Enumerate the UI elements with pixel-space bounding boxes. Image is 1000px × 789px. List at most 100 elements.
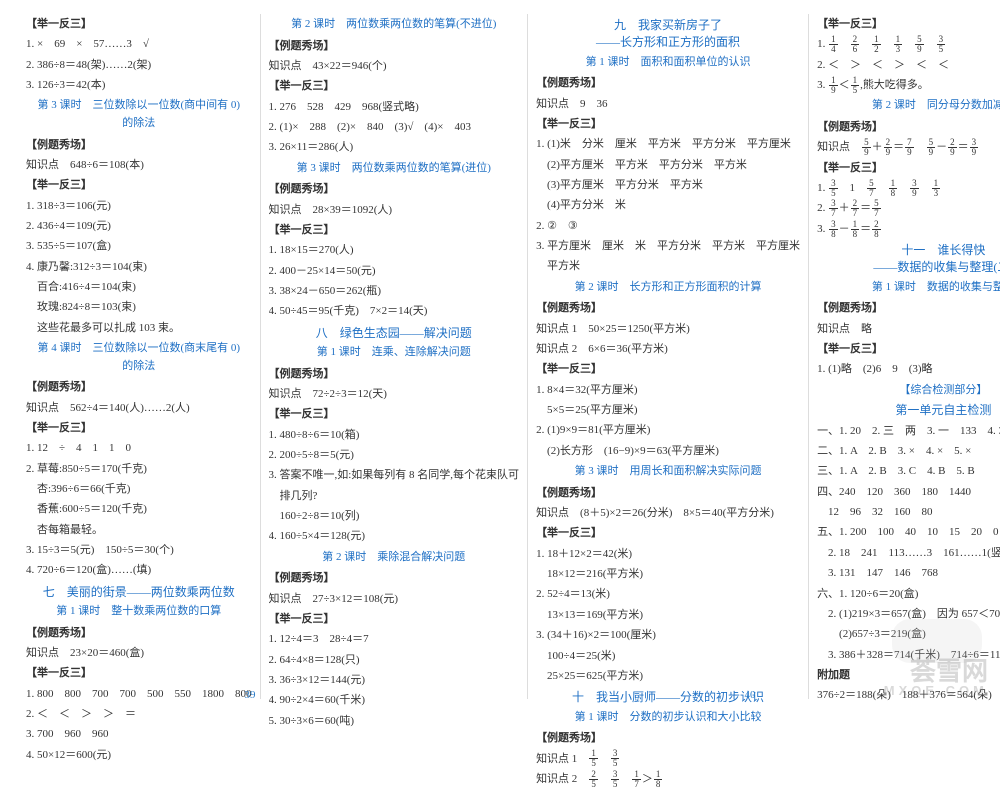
section-tag: 【例题秀场】 [269,179,520,199]
content-line: 1. 18＋12×2＝42(米) [536,544,800,564]
content-line: 4. 康乃馨:312÷3＝104(束) [26,257,252,277]
content-line: 排几列? [269,486,520,506]
unit-heading: 七 美丽的街景——两位数乘两位数 [26,584,252,601]
content-line: 2. ＜ ＞ ＜ ＞ ＜ ＜ [817,55,1000,75]
watermark: 荟雪网 MXQE.COM [884,658,988,697]
content-line: 2. ② ③ [536,216,800,236]
content-line: 知识点 略 [817,319,1000,339]
content-line: (4)平方分米 米 [536,195,800,215]
page-container: 【举一反三】1. × 69 × 57……3 √2. 386÷8＝48(架)……2… [0,0,1000,707]
content-line: 2. 436÷4＝109(元) [26,216,252,236]
content-line: 2. (1)× 288 (2)× 840 (3)√ (4)× 403 [269,117,520,137]
content-line: 2. 草莓:850÷5＝170(千克) [26,459,252,479]
content-line: 3. 535÷5＝107(盒) [26,236,252,256]
section-tag: 【例题秀场】 [269,364,520,384]
column-2: 第 2 课时 两位数乘两位数的笔算(不进位) 【例题秀场】知识点 43×22＝94… [261,14,529,699]
watermark-sub: MXQE.COM [884,684,988,697]
content-line: 2. 400－25×14＝50(元) [269,261,520,281]
content-line: 1. 12 ÷ 4 1 1 0 [26,438,252,458]
content-line: 知识点 72÷2÷3＝12(天) [269,384,520,404]
content-line: 知识点 27÷3×12＝108(元) [269,589,520,609]
section-tag: 【例题秀场】 [536,728,800,748]
section-tag: 【例题秀场】 [817,117,1000,137]
content-line: 六、1. 120÷6＝20(盒) [817,584,1000,604]
content-line: 3. 36÷3×12＝144(元) [269,670,520,690]
unit-heading: 八 绿色生态园——解决问题 [269,325,520,342]
lesson-heading: 第 2 课时 乘除混合解决问题 [269,549,520,567]
section-tag: 【举一反三】 [817,339,1000,359]
section-tag: 【例题秀场】 [26,623,252,643]
content-line: 1. 35 1 57 18 39 13 [817,178,1000,198]
section-tag: 【举一反三】 [536,359,800,379]
content-line: 知识点 1 15 35 [536,749,800,769]
section-tag: 【举一反三】 [269,220,520,240]
lesson-heading: 第 3 课时 用周长和面积解决实际问题 [536,463,800,481]
unit-heading: 十一 谁长得快——数据的收集与整理(二) [817,242,1000,277]
section-tag: 【举一反三】 [26,14,252,34]
section-tag: 【举一反三】 [26,175,252,195]
content-line: 2. 18 241 113……3 161……1(竖式及验算略) [817,543,1000,563]
section-tag: 【例题秀场】 [26,135,252,155]
section-tag: 【例题秀场】 [536,298,800,318]
content-line: 平方米 [536,256,800,276]
content-line: (2)平方厘米 平方米 平方分米 平方米 [536,155,800,175]
content-line: 2. 64÷4×8＝128(只) [269,650,520,670]
content-line: 3. 38－18＝28 [817,219,1000,239]
page-footer: 39 40 [0,689,1000,701]
content-line: 3. 19＜15,熊大吃得多。 [817,75,1000,95]
content-line: 2. 386÷8＝48(架)……2(架) [26,55,252,75]
content-line: 五、1. 200 100 40 10 15 20 0 10 [817,522,1000,542]
lesson-heading: 第 1 课时 连乘、连除解决问题 [269,344,520,362]
content-line: 3. 答案不唯一,如:如果每列有 8 名同学,每个花束队可 [269,465,520,485]
content-line: 3. 700 960 960 [26,724,252,744]
content-line: 4. 720÷6＝120(盒)……(填) [26,560,252,580]
section-tag: 【例题秀场】 [269,36,520,56]
content-line: 1. 480÷8÷6＝10(箱) [269,425,520,445]
content-line: 4. 50÷45＝95(千克) 7×2＝14(天) [269,301,520,321]
lesson-heading: 第 1 课时 数据的收集与整理 [817,279,1000,297]
content-line: 杏:396÷6＝66(千克) [26,479,252,499]
content-line: 3. 131 147 146 768 [817,563,1000,583]
content-line: 百合:416÷4＝104(束) [26,277,252,297]
content-line: 13×13＝169(平方米) [536,605,800,625]
section-tag: 【举一反三】 [817,14,1000,34]
content-line: 4. 50×12＝600(元) [26,745,252,765]
section-tag: 【举一反三】 [26,663,252,683]
content-line: 1. 8×4＝32(平方厘米) [536,380,800,400]
content-line: 知识点 9 36 [536,94,800,114]
unit-heading: 第一单元自主检测 [817,402,1000,419]
content-line: 3. 26×11＝286(人) [269,137,520,157]
content-line: 3. (34＋16)×2＝100(厘米) [536,625,800,645]
content-line: 1. 18×15＝270(人) [269,240,520,260]
column-4: 【举一反三】1. 14 26 12 13 59 352. ＜ ＞ ＜ ＞ ＜ ＜… [809,14,1000,699]
lesson-heading: 第 4 课时 三位数除以一位数(商末尾有 0)的除法 [26,340,252,375]
lesson-heading: 第 2 课时 长方形和正方形面积的计算 [536,279,800,297]
content-line: (3)平方厘米 平方分米 平方米 [536,175,800,195]
section-tag: 【例题秀场】 [26,377,252,397]
content-line: 香蕉:600÷5＝120(千克) [26,499,252,519]
content-line: 一、1. 20 2. 三 两 3. 一 133 4. 3 135 6. 113 [817,421,1000,441]
lesson-heading: 第 3 课时 两位数乘两位数的笔算(进位) [269,160,520,178]
section-tag: 【举一反三】 [26,418,252,438]
watermark-main: 荟雪网 [910,656,988,686]
lesson-heading: 第 2 课时 两位数乘两位数的笔算(不进位) [269,16,520,34]
section-tag: 【例题秀场】 [817,298,1000,318]
content-line: 1. 12÷4＝3 28÷4＝7 [269,629,520,649]
content-line: 知识点 43×22＝946(个) [269,56,520,76]
content-line: 玫瑰:824÷8＝103(束) [26,297,252,317]
content-line: 3. 38×24－650＝262(瓶) [269,281,520,301]
section-tag: 【例题秀场】 [536,73,800,93]
content-line: 4. 160÷5×4＝128(元) [269,526,520,546]
lesson-heading: 第 1 课时 分数的初步认识和大小比较 [536,709,800,727]
content-line: 3. 126÷3＝42(本) [26,75,252,95]
section-tag: 【举一反三】 [269,609,520,629]
content-line: 3. 平方厘米 厘米 米 平方分米 平方米 平方厘米 [536,236,800,256]
column-1: 【举一反三】1. × 69 × 57……3 √2. 386÷8＝48(架)……2… [18,14,261,699]
content-line: 知识点 59＋29＝79 59－29＝39 [817,137,1000,157]
page-number-left: 39 [0,689,500,701]
content-line: 1. 276 528 429 968(竖式略) [269,97,520,117]
content-line: 三、1. A 2. B 3. C 4. B 5. B [817,461,1000,481]
lesson-heading: 第 3 课时 三位数除以一位数(商中间有 0)的除法 [26,97,252,132]
content-line: 2. 37＋27＝57 [817,198,1000,218]
lesson-heading: 第 1 课时 整十数乘两位数的口算 [26,603,252,621]
